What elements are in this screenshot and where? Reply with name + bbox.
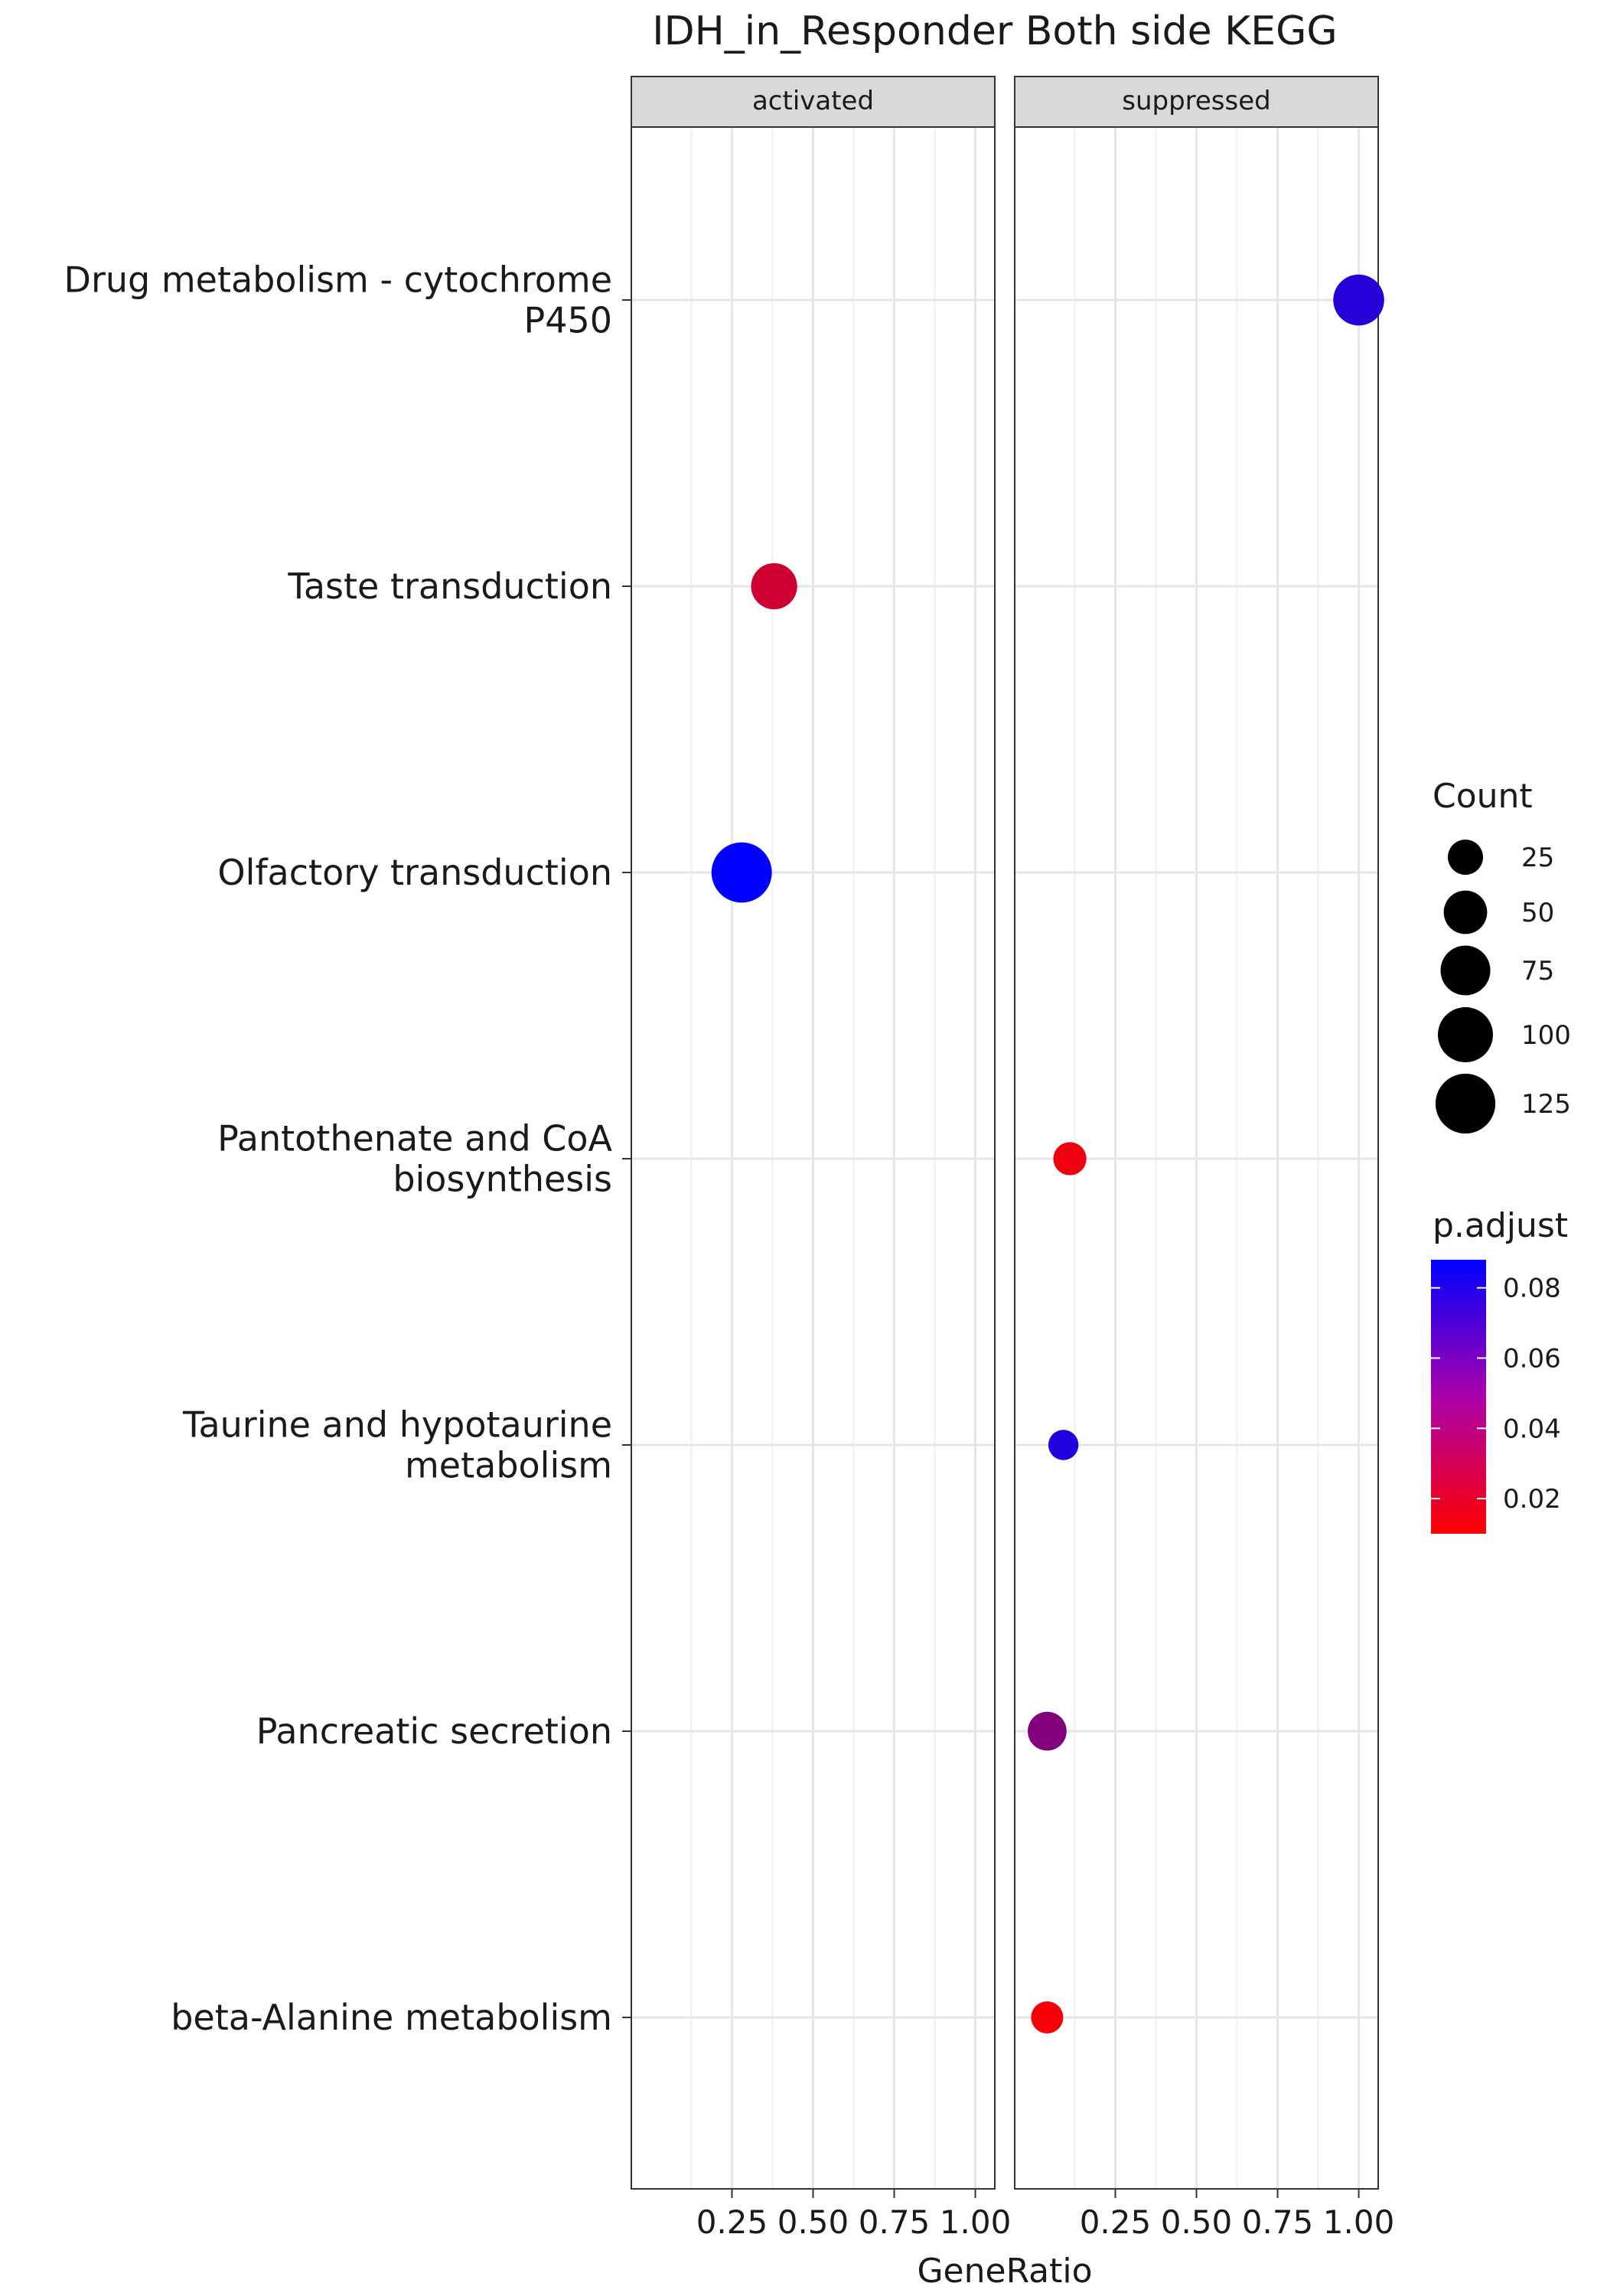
y-tick-label-line: Taurine and hypotaurine — [182, 1404, 612, 1446]
strip-activated — [631, 76, 996, 128]
point-suppressed-0 — [1333, 274, 1384, 326]
y-tick-label: beta-Alanine metabolism — [171, 1997, 612, 2038]
count-legend-label: 25 — [1521, 843, 1554, 873]
y-tick-label-line: Olfactory transduction — [217, 852, 612, 893]
x-tick-label: 0.50 — [1161, 2203, 1233, 2241]
y-tick-label-line: P450 — [523, 300, 612, 341]
y-tick-label: Olfactory transduction — [217, 852, 612, 893]
y-tick-label-line: beta-Alanine metabolism — [171, 1997, 612, 2038]
point-activated-2 — [711, 842, 772, 903]
count-legend-key — [1443, 890, 1488, 934]
p-adjust-legend-label: 0.02 — [1503, 1484, 1561, 1515]
y-tick-label-line: Taste transduction — [287, 566, 612, 607]
x-tick-label: 0.75 — [859, 2203, 931, 2241]
count-legend-label: 75 — [1521, 956, 1554, 987]
point-suppressed-6 — [1031, 2001, 1064, 2034]
count-legend-label: 50 — [1521, 898, 1554, 928]
count-legend: Count 25 50 75 100 125 — [1433, 777, 1571, 1134]
y-tick-label: Taste transduction — [287, 566, 612, 607]
x-axis-label: GeneRatio — [917, 2252, 1092, 2291]
y-tick-label-line: Pancreatic secretion — [256, 1711, 612, 1752]
count-legend-label: 125 — [1521, 1089, 1571, 1120]
x-tick-label: 0.75 — [1242, 2203, 1314, 2241]
count-legend-key — [1438, 1007, 1493, 1062]
y-tick-label-line: Pantothenate and CoA — [217, 1118, 612, 1159]
y-tick-label: Drug metabolism - cytochrome P450 — [64, 259, 612, 341]
p-adjust-legend-label: 0.08 — [1503, 1274, 1561, 1304]
point-activated-1 — [751, 563, 797, 610]
p-adjust-legend-title: p.adjust — [1433, 1206, 1568, 1245]
p-adjust-legend: p.adjust 0.08 0.06 0.04 0.02 — [1431, 1206, 1568, 1534]
count-legend-label: 100 — [1521, 1020, 1571, 1051]
chart-title: IDH_in_Responder Both side KEGG — [652, 8, 1337, 54]
strip-label-activated: activated — [752, 86, 874, 116]
y-tick-label-line: Drug metabolism - cytochrome — [64, 259, 612, 301]
x-tick-label: 1.00 — [1323, 2203, 1395, 2241]
point-suppressed-5 — [1028, 1711, 1067, 1751]
p-adjust-legend-label: 0.06 — [1503, 1344, 1561, 1375]
p-adjust-legend-label: 0.04 — [1503, 1414, 1561, 1444]
y-axis: Drug metabolism - cytochrome P450 Taste tr… — [64, 259, 631, 2038]
strip-label-suppressed: suppressed — [1122, 86, 1271, 116]
panel-border — [1014, 126, 1379, 2190]
point-suppressed-4 — [1048, 1430, 1079, 1460]
y-tick-label: Pancreatic secretion — [256, 1711, 612, 1752]
y-tick-label: Pantothenate and CoA biosynthesis — [217, 1118, 612, 1200]
y-tick-label-line: metabolism — [405, 1445, 612, 1486]
y-tick-label-line: biosynthesis — [393, 1159, 612, 1200]
x-tick-label: 0.50 — [777, 2203, 849, 2241]
count-legend-title: Count — [1433, 777, 1533, 816]
point-suppressed-3 — [1053, 1142, 1087, 1176]
data-points — [711, 274, 1384, 2034]
x-tick-label: 0.25 — [696, 2203, 768, 2241]
y-tick-label: Taurine and hypotaurine metabolism — [182, 1404, 612, 1486]
p-adjust-colorbar — [1431, 1260, 1486, 1534]
count-legend-key — [1448, 840, 1483, 875]
x-tick-label: 0.25 — [1080, 2203, 1152, 2241]
panel-activated: activated 0.25 0.50 0.75 1.00 — [631, 76, 1012, 2241]
count-legend-key — [1440, 945, 1491, 996]
x-tick-label: 1.00 — [940, 2203, 1012, 2241]
strip-suppressed — [1014, 76, 1379, 128]
count-legend-key — [1435, 1073, 1496, 1134]
